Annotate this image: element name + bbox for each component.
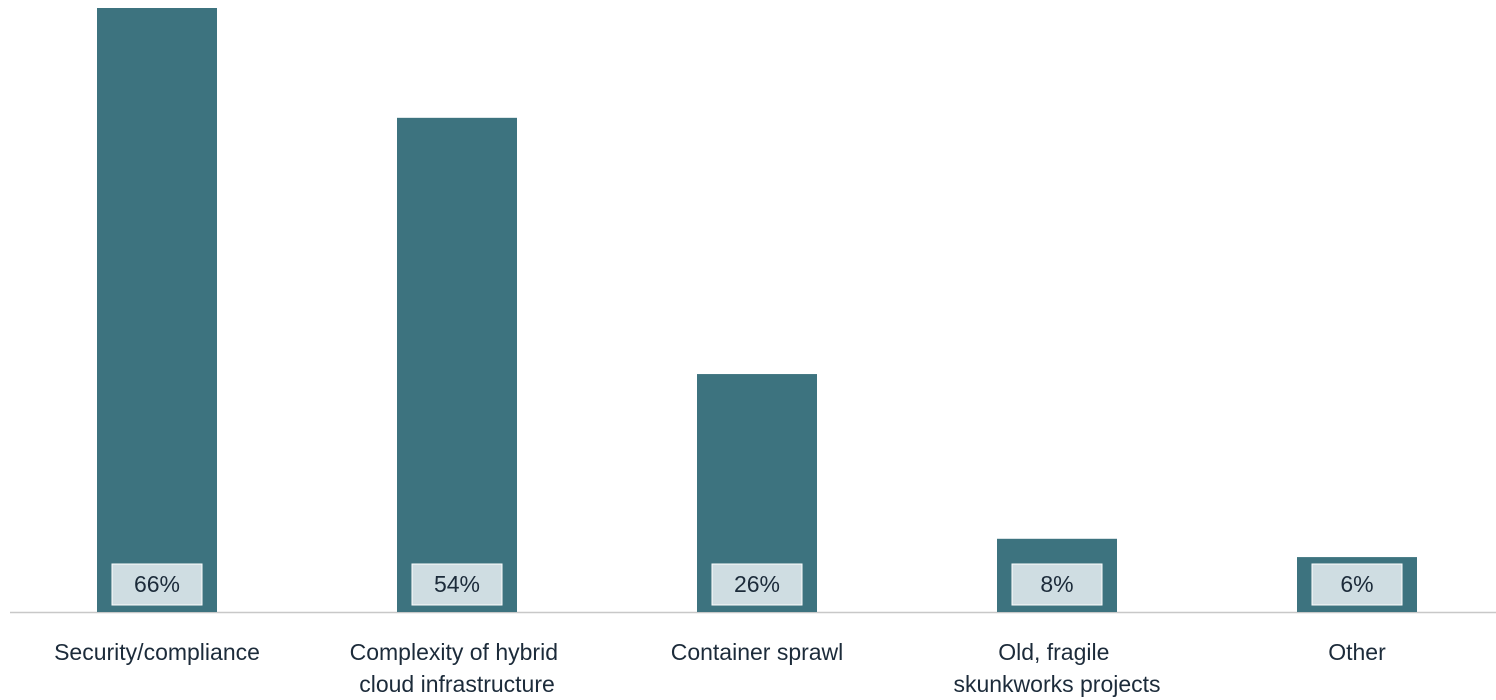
value-label-box xyxy=(411,563,503,606)
x-tick-label: Old, fragile skunkworks projects xyxy=(953,639,1160,697)
x-tick-label: Security/compliance xyxy=(54,639,260,665)
x-tick-label: Container sprawl xyxy=(671,639,844,665)
x-tick-label: Other xyxy=(1328,639,1386,665)
x-tick-label: Complexity of hybrid cloud infrastructur… xyxy=(350,639,565,697)
value-label: 26% xyxy=(734,571,780,597)
value-label: 6% xyxy=(1340,571,1373,597)
value-label-box xyxy=(111,563,203,606)
value-label-box xyxy=(1311,563,1403,606)
value-label: 54% xyxy=(434,571,480,597)
value-label: 8% xyxy=(1040,571,1073,597)
bar xyxy=(97,8,217,612)
bar xyxy=(397,117,517,613)
value-label: 66% xyxy=(134,571,180,597)
value-label-box xyxy=(1011,563,1103,606)
value-label-box xyxy=(711,563,803,606)
